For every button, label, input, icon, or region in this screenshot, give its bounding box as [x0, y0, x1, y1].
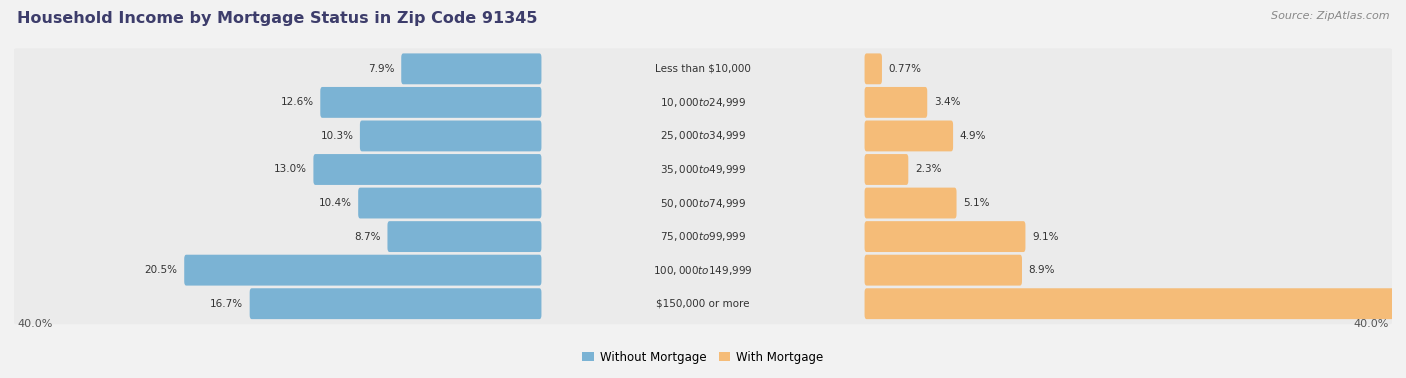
- FancyBboxPatch shape: [388, 221, 541, 252]
- FancyBboxPatch shape: [865, 87, 927, 118]
- Text: 12.6%: 12.6%: [281, 98, 314, 107]
- FancyBboxPatch shape: [13, 82, 1393, 123]
- Text: 9.1%: 9.1%: [1032, 232, 1059, 242]
- FancyBboxPatch shape: [865, 154, 908, 185]
- Text: $50,000 to $74,999: $50,000 to $74,999: [659, 197, 747, 209]
- Text: $75,000 to $99,999: $75,000 to $99,999: [659, 230, 747, 243]
- Legend: Without Mortgage, With Mortgage: Without Mortgage, With Mortgage: [578, 346, 828, 368]
- Text: $35,000 to $49,999: $35,000 to $49,999: [659, 163, 747, 176]
- Text: 10.3%: 10.3%: [321, 131, 353, 141]
- FancyBboxPatch shape: [13, 183, 1393, 223]
- Text: 40.0%: 40.0%: [1353, 319, 1389, 330]
- Text: 0.77%: 0.77%: [889, 64, 921, 74]
- FancyBboxPatch shape: [314, 154, 541, 185]
- FancyBboxPatch shape: [13, 250, 1393, 291]
- Text: 7.9%: 7.9%: [368, 64, 395, 74]
- Text: $150,000 or more: $150,000 or more: [657, 299, 749, 309]
- FancyBboxPatch shape: [13, 216, 1393, 257]
- FancyBboxPatch shape: [865, 53, 882, 84]
- Text: 40.0%: 40.0%: [17, 319, 53, 330]
- FancyBboxPatch shape: [360, 121, 541, 151]
- Text: $100,000 to $149,999: $100,000 to $149,999: [654, 263, 752, 277]
- FancyBboxPatch shape: [13, 48, 1393, 89]
- FancyBboxPatch shape: [250, 288, 541, 319]
- FancyBboxPatch shape: [321, 87, 541, 118]
- FancyBboxPatch shape: [865, 288, 1406, 319]
- FancyBboxPatch shape: [865, 221, 1025, 252]
- FancyBboxPatch shape: [865, 187, 956, 218]
- Text: 8.9%: 8.9%: [1029, 265, 1054, 275]
- FancyBboxPatch shape: [13, 116, 1393, 156]
- Text: $10,000 to $24,999: $10,000 to $24,999: [659, 96, 747, 109]
- Text: 10.4%: 10.4%: [319, 198, 352, 208]
- Text: 2.3%: 2.3%: [915, 164, 942, 175]
- Text: 3.4%: 3.4%: [934, 98, 960, 107]
- FancyBboxPatch shape: [13, 149, 1393, 190]
- Text: $25,000 to $34,999: $25,000 to $34,999: [659, 129, 747, 143]
- FancyBboxPatch shape: [865, 255, 1022, 286]
- FancyBboxPatch shape: [359, 187, 541, 218]
- FancyBboxPatch shape: [401, 53, 541, 84]
- FancyBboxPatch shape: [184, 255, 541, 286]
- Text: 4.9%: 4.9%: [960, 131, 986, 141]
- Text: Source: ZipAtlas.com: Source: ZipAtlas.com: [1271, 11, 1389, 21]
- Text: 8.7%: 8.7%: [354, 232, 381, 242]
- Text: 16.7%: 16.7%: [209, 299, 243, 309]
- Text: 20.5%: 20.5%: [145, 265, 177, 275]
- Text: Less than $10,000: Less than $10,000: [655, 64, 751, 74]
- Text: 13.0%: 13.0%: [274, 164, 307, 175]
- FancyBboxPatch shape: [865, 121, 953, 151]
- Text: 5.1%: 5.1%: [963, 198, 990, 208]
- Text: Household Income by Mortgage Status in Zip Code 91345: Household Income by Mortgage Status in Z…: [17, 11, 537, 26]
- FancyBboxPatch shape: [13, 283, 1393, 324]
